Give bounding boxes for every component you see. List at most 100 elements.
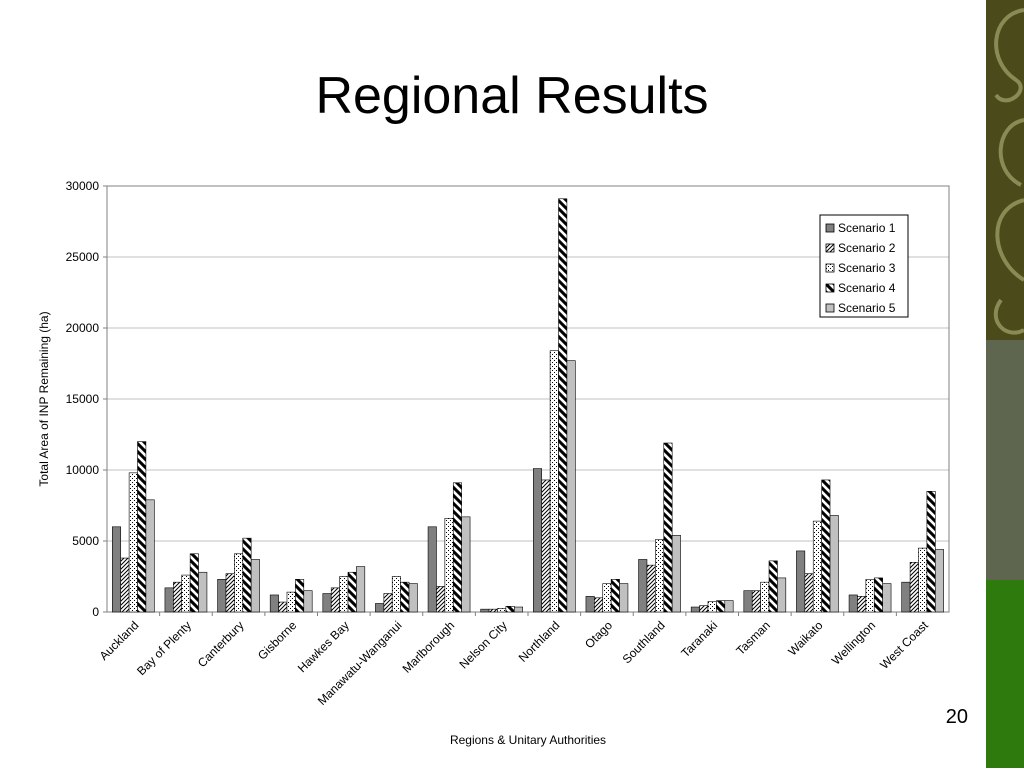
bar-scenario-4-southland xyxy=(663,442,673,613)
bar-scenario-4-waikato xyxy=(821,479,831,613)
x-tick-label: Waikato xyxy=(785,618,825,658)
bar-scenario-5-southland xyxy=(671,535,681,613)
bar-scenario-2-gisborne xyxy=(278,601,288,613)
chart-legend: Scenario 1 Scenario 2 Scenario 3 Scenario 4… xyxy=(819,214,909,318)
bar-scenario-3-taranaki xyxy=(707,601,717,613)
bar-scenario-3-otago xyxy=(602,583,612,613)
decorative-swirl xyxy=(993,8,1024,335)
bar-scenario-1-northland xyxy=(533,468,543,613)
legend-swatch xyxy=(825,243,835,253)
bar-scenario-4-canterbury xyxy=(242,537,252,613)
bar-scenario-2-wellington xyxy=(857,596,867,613)
bar-scenario-2-canterbury xyxy=(225,573,235,613)
decorative-band-green xyxy=(986,580,1024,768)
bar-scenario-3-wellington xyxy=(865,579,875,613)
bar-scenario-4-nelson-city xyxy=(505,606,515,613)
legend-box xyxy=(819,214,909,318)
legend-swatch xyxy=(825,283,835,293)
bar-scenario-2-auckland xyxy=(120,557,130,613)
x-tick-label: Canterbury xyxy=(195,618,247,670)
bar-scenario-3-northland xyxy=(549,350,559,613)
bar-scenario-5-west-coast xyxy=(934,549,944,613)
bar-scenario-2-southland xyxy=(646,564,656,613)
bar-scenario-1-otago xyxy=(585,596,595,613)
x-tick-label: Tasman xyxy=(733,618,773,658)
bar-scenario-1-wellington xyxy=(848,594,858,613)
x-tick-label: Nelson City xyxy=(457,618,510,671)
legend-label: Scenario 2 xyxy=(838,241,896,255)
bar-scenario-5-northland xyxy=(566,360,576,613)
bar-scenario-1-marlborough xyxy=(427,526,437,613)
bar-scenario-1-manawatu-wanganui xyxy=(375,603,385,613)
x-tick-label: Gisborne xyxy=(255,618,300,663)
bar-scenario-1-waikato xyxy=(796,550,806,613)
bar-scenario-5-gisborne xyxy=(303,590,313,613)
bar-scenario-1-hawkes-bay xyxy=(322,593,332,613)
bar-scenario-4-west-coast xyxy=(926,490,936,613)
bar-scenario-2-northland xyxy=(541,479,551,613)
legend-swatch xyxy=(825,263,835,273)
bar-scenario-2-bay-of-plenty xyxy=(173,581,183,613)
legend-label: Scenario 1 xyxy=(838,221,896,235)
bar-scenario-4-taranaki xyxy=(716,600,726,613)
bar-chart: 0 5000 10000 15000 20000 25000 30000 AucklandB… xyxy=(37,179,950,747)
bar-scenario-5-auckland xyxy=(145,499,155,613)
bar-scenario-4-tasman xyxy=(768,560,778,613)
y-tick-label: 10000 xyxy=(66,463,100,477)
x-tick-label: West Coast xyxy=(877,618,931,672)
bar-scenario-4-bay-of-plenty xyxy=(189,553,199,613)
bar-scenario-4-hawkes-bay xyxy=(347,571,357,613)
bar-scenario-5-manawatu-wanganui xyxy=(408,583,418,613)
bar-scenario-4-otago xyxy=(610,579,620,613)
bar-scenario-2-otago xyxy=(594,597,604,613)
y-tick-label: 25000 xyxy=(66,250,100,264)
y-tick-label: 30000 xyxy=(66,179,100,193)
bar-scenario-3-auckland xyxy=(128,472,138,613)
x-tick-label: Marlborough xyxy=(400,618,458,676)
bar-scenario-5-wellington xyxy=(882,583,892,613)
slide-number: 20 xyxy=(945,706,968,728)
bar-scenario-3-gisborne xyxy=(286,591,296,613)
x-tick-label: Southland xyxy=(620,618,668,666)
x-tick-label: Wellington xyxy=(829,618,878,667)
bar-scenario-4-marlborough xyxy=(452,482,462,613)
legend-swatch xyxy=(825,223,835,233)
bar-scenario-1-auckland xyxy=(112,526,122,613)
bar-scenario-4-auckland xyxy=(137,441,147,613)
bar-scenario-3-bay-of-plenty xyxy=(181,574,191,613)
bar-scenario-5-taranaki xyxy=(724,600,734,613)
x-tick-label: Hawkes Bay xyxy=(295,618,352,675)
bar-scenario-1-tasman xyxy=(743,590,753,613)
bar-scenario-5-nelson-city xyxy=(513,606,523,613)
y-tick-label: 5000 xyxy=(72,534,99,548)
x-tick-label: Northland xyxy=(516,618,563,665)
bar-scenario-5-waikato xyxy=(829,515,839,613)
bar-scenario-1-west-coast xyxy=(901,581,911,613)
bar-scenario-3-manawatu-wanganui xyxy=(391,576,401,613)
x-tick-label: Otago xyxy=(582,618,615,651)
bar-scenario-2-tasman xyxy=(751,590,761,613)
legend-label: Scenario 3 xyxy=(838,261,896,275)
bar-scenario-4-gisborne xyxy=(295,579,305,613)
x-tick-label: Auckland xyxy=(97,618,142,663)
decorative-band-gray xyxy=(986,340,1024,580)
bar-scenario-5-otago xyxy=(619,583,629,613)
bar-scenario-4-wellington xyxy=(873,577,883,613)
y-tick-label: 20000 xyxy=(66,321,100,335)
bar-scenario-1-taranaki xyxy=(690,606,700,613)
bar-scenario-2-manawatu-wanganui xyxy=(383,593,393,613)
x-tick-label: Bay of Plenty xyxy=(134,618,194,678)
bar-scenario-2-taranaki xyxy=(699,605,709,613)
bar-scenario-3-hawkes-bay xyxy=(339,576,349,613)
bar-scenario-3-waikato xyxy=(812,520,822,613)
bar-scenario-3-marlborough xyxy=(444,517,454,613)
bar-scenario-3-nelson-city xyxy=(497,608,507,613)
bar-scenario-5-bay-of-plenty xyxy=(198,571,208,613)
y-tick-label: 0 xyxy=(92,605,99,619)
decorative-band-olive xyxy=(986,0,1024,340)
bar-scenario-2-marlborough xyxy=(436,586,446,613)
bar-scenario-1-bay-of-plenty xyxy=(164,587,174,613)
bar-scenario-5-tasman xyxy=(777,577,787,613)
x-tick-label: Taranaki xyxy=(678,618,720,660)
x-axis-label: Regions & Unitary Authorities xyxy=(450,733,606,747)
